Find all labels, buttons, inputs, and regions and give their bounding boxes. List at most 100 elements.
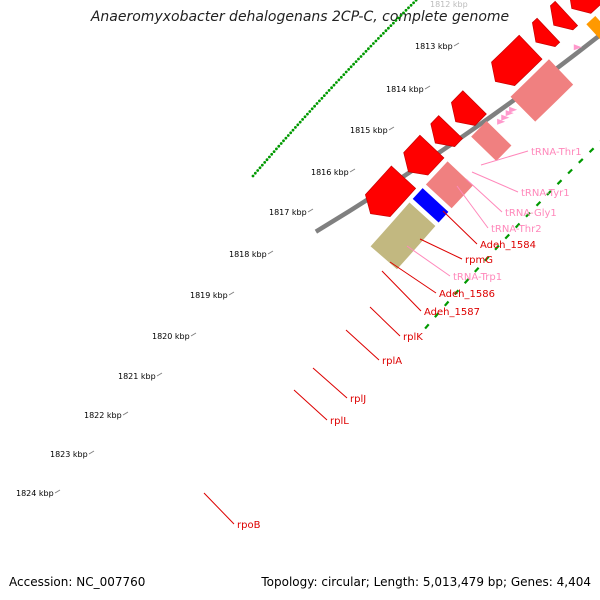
feature-track — [365, 0, 600, 270]
feature-olive — [370, 202, 436, 270]
orf-upstream-a — [471, 120, 512, 162]
gc-dot — [352, 62, 355, 66]
gc-dot — [404, 8, 408, 12]
accession-label: Accession: NC_007760 — [9, 575, 146, 589]
gc-dash — [525, 211, 531, 218]
ruler-tick — [156, 372, 163, 377]
leader-1 — [471, 171, 519, 193]
ruler-tick — [122, 411, 129, 416]
gc-dot — [342, 73, 346, 76]
gene-label-trna-thr2: tRNA-Thr2 — [491, 224, 542, 235]
gc-dot — [313, 104, 316, 108]
cds-rpmG — [532, 17, 561, 47]
cds-adeh1586 — [550, 0, 579, 31]
gc-dot — [367, 47, 370, 51]
gc-dot — [301, 118, 304, 121]
gc-dash — [535, 200, 542, 207]
leader-9 — [369, 306, 401, 337]
gc-dot — [335, 81, 338, 84]
cds-upstream-b — [430, 115, 463, 147]
gc-dot — [384, 29, 388, 33]
gc-dot — [318, 99, 321, 103]
trna-tyr1 — [501, 114, 510, 121]
ruler-tick — [88, 450, 95, 455]
gc-dot — [282, 139, 285, 143]
leader-0 — [480, 150, 529, 166]
gc-dash — [424, 323, 430, 330]
gc-dot — [322, 94, 326, 97]
ruler-tick — [424, 85, 431, 90]
gc-dot — [315, 102, 319, 105]
gc-dot — [325, 91, 329, 95]
gc-dot — [327, 89, 331, 92]
leader-12 — [293, 389, 328, 421]
leader-13 — [203, 492, 235, 525]
gc-dot — [397, 16, 400, 20]
gc-dot — [354, 60, 358, 63]
gc-dot — [412, 1, 415, 5]
ruler-tick — [267, 250, 274, 255]
ruler-label-9: 1821 kbp — [118, 372, 156, 381]
ruler-tick — [190, 332, 197, 337]
gc-dot — [268, 155, 271, 159]
gc-dot — [389, 24, 393, 27]
gc-dot — [369, 44, 373, 48]
gc-dot — [337, 78, 341, 82]
ruler-tick — [349, 168, 356, 173]
ruler-label-3: 1815 kbp — [350, 126, 388, 135]
leader-11 — [312, 367, 348, 399]
ruler-tick — [453, 42, 460, 47]
gc-dot — [320, 96, 324, 100]
cds-adeh1584 — [491, 34, 543, 87]
gc-dot — [310, 107, 314, 111]
gene-label-rpla: rplA — [382, 356, 402, 367]
gc-dash — [578, 158, 584, 164]
gc-dot — [407, 6, 410, 10]
ruler-label-7: 1819 kbp — [190, 291, 228, 300]
genome-summary: Topology: circular; Length: 5,013,479 bp… — [261, 575, 591, 589]
gc-dot — [286, 134, 290, 137]
gene-label-rplj: rplJ — [350, 394, 366, 405]
gc-dot — [414, 0, 418, 2]
gc-dash — [484, 255, 490, 262]
ruler-label-0: 1812 kbp — [430, 0, 468, 9]
trna-thr1 — [497, 118, 506, 125]
gc-dot — [272, 150, 276, 154]
gc-dot — [372, 42, 375, 45]
gc-dash — [473, 267, 480, 273]
gc-dot — [339, 75, 343, 79]
gc-dash — [463, 278, 470, 284]
ruler-label-5: 1817 kbp — [269, 208, 307, 217]
ruler-label-2: 1814 kbp — [386, 85, 424, 94]
gc-dot — [332, 83, 336, 87]
gc-dash — [567, 168, 573, 175]
gc-dot — [392, 21, 395, 25]
gc-dot — [349, 65, 353, 69]
gc-dot — [277, 144, 281, 148]
gc-dot — [359, 55, 363, 58]
gc-dash — [453, 289, 460, 296]
gene-label-adeh_1584: Adeh_1584 — [480, 240, 536, 251]
gene-label-trna-gly1: tRNA-Gly1 — [505, 208, 557, 219]
ruler: 1812 kbp 1813 kbp 1814 kbp 1815 kbp 1816 kbp… — [16, 0, 468, 498]
ruler-label-11: 1823 kbp — [50, 450, 88, 459]
feature-blue — [412, 188, 449, 223]
gc-dot — [251, 174, 255, 178]
gene-label-trna-trp1: tRNA-Trp1 — [453, 272, 502, 283]
gc-dash — [514, 222, 521, 229]
ruler-label-1: 1813 kbp — [415, 42, 453, 51]
ruler-label-4: 1816 kbp — [311, 168, 349, 177]
ruler-tick — [228, 291, 235, 296]
leader-2 — [465, 178, 503, 213]
gc-dot — [291, 128, 295, 132]
gc-dot — [387, 26, 390, 30]
gene-label-adeh_1587: Adeh_1587 — [424, 307, 480, 318]
gc-dash — [546, 190, 552, 196]
orf-upstream-c — [425, 161, 473, 209]
gc-dot — [260, 163, 264, 167]
gc-dot — [382, 31, 385, 35]
gc-dot — [347, 68, 351, 71]
gene-label-adeh_1586: Adeh_1586 — [439, 289, 495, 300]
gc-dash — [434, 312, 440, 318]
gc-dash — [588, 147, 595, 153]
